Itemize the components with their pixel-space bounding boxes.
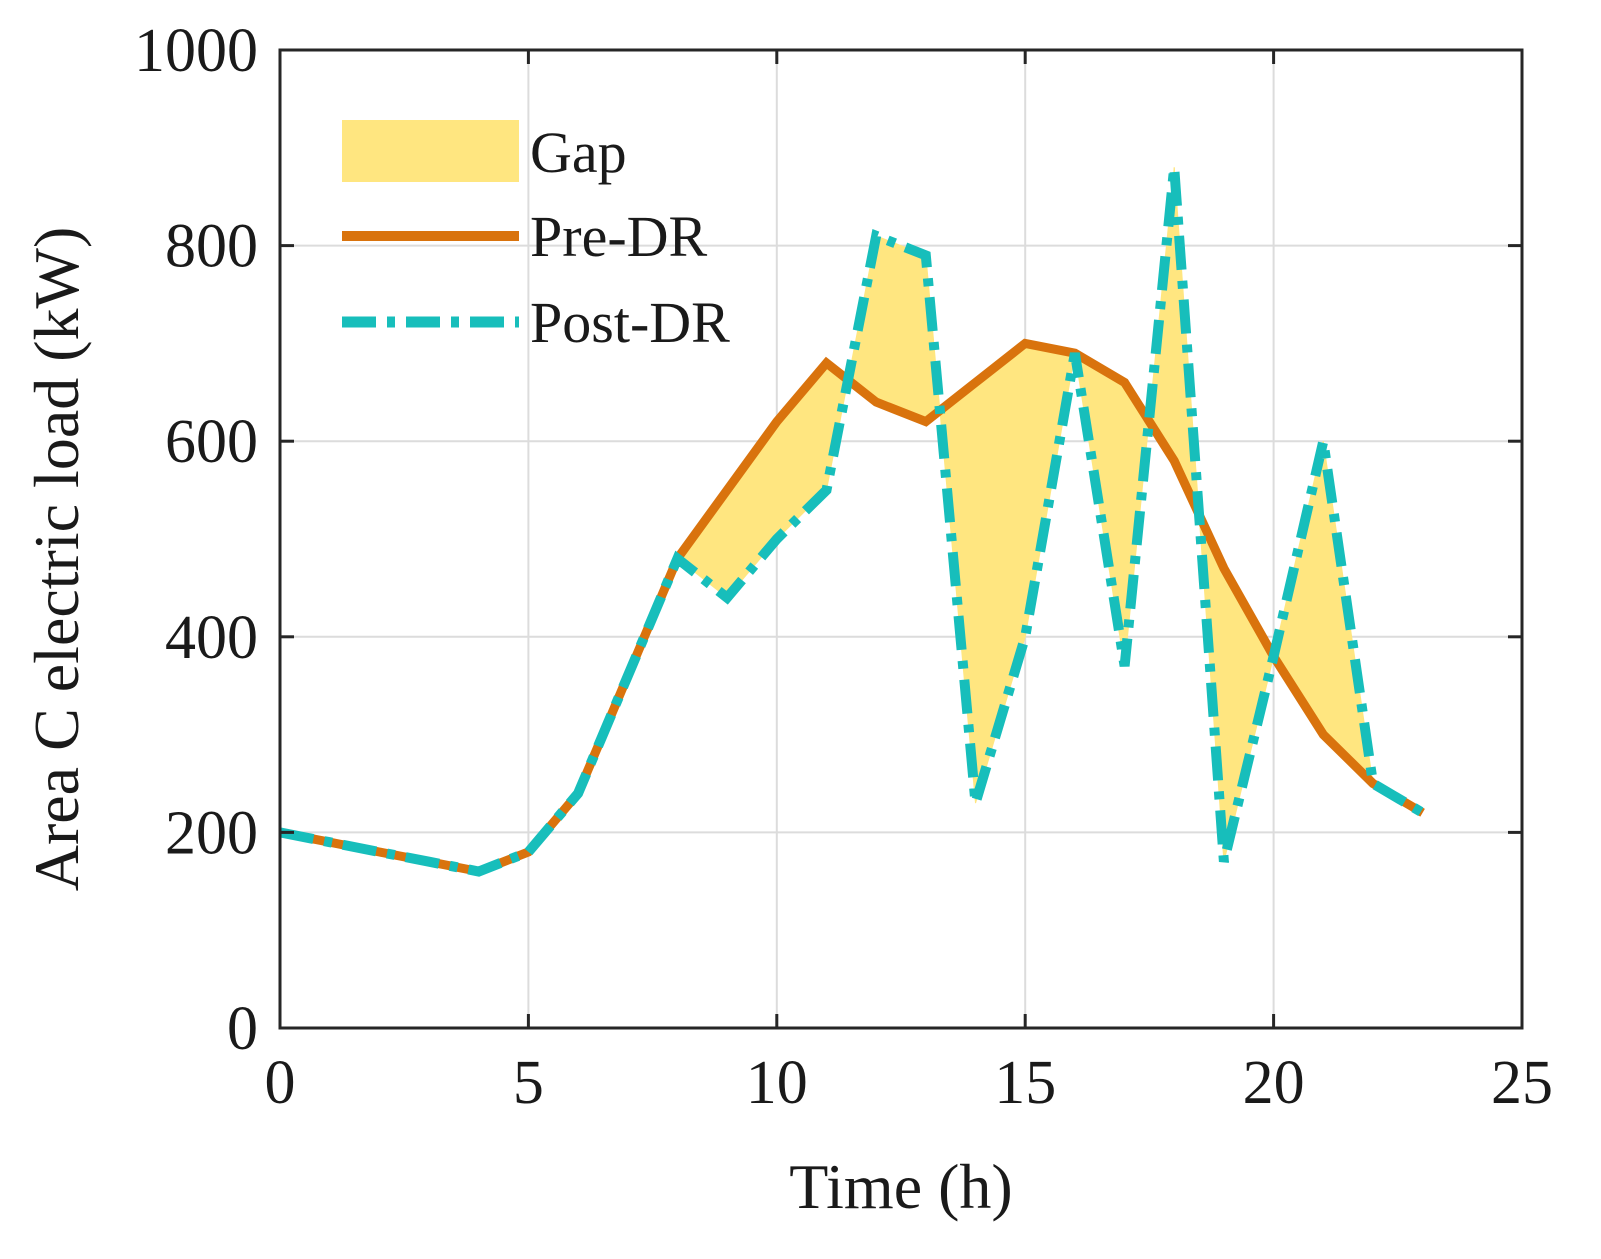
x-tick-label: 10 bbox=[746, 1049, 808, 1117]
legend-pre-dr-label: Pre-DR bbox=[530, 204, 708, 269]
plot-frame bbox=[278, 48, 1524, 1030]
legend-post-dr-label: Post-DR bbox=[530, 290, 730, 355]
y-tick-label: 1000 bbox=[134, 17, 258, 85]
x-tick-label: 20 bbox=[1243, 1049, 1305, 1117]
y-tick-label: 600 bbox=[165, 408, 258, 476]
series-line-pre-dr bbox=[279, 338, 1425, 877]
y-tick-labels: 0 200 400 600 800 1000 bbox=[134, 17, 258, 1063]
grid-lines bbox=[280, 50, 1522, 1028]
y-tick-label: 0 bbox=[227, 995, 258, 1063]
y-tick-label: 400 bbox=[165, 604, 258, 672]
y-tick-label: 200 bbox=[165, 799, 258, 867]
series-lines bbox=[279, 166, 1426, 877]
legend-gap-swatch bbox=[342, 120, 519, 182]
x-tick-label: 0 bbox=[265, 1049, 296, 1117]
x-tick-label: 25 bbox=[1491, 1049, 1553, 1117]
legend-gap-label: Gap bbox=[530, 120, 627, 185]
x-tick-label: 15 bbox=[994, 1049, 1056, 1117]
axis-ticks bbox=[278, 48, 1524, 1030]
y-tick-label: 800 bbox=[165, 213, 258, 281]
x-tick-labels: 0 5 10 15 20 25 bbox=[265, 1049, 1554, 1117]
x-tick-label: 5 bbox=[513, 1049, 544, 1117]
x-axis-label: Time (h) bbox=[789, 1151, 1012, 1222]
series-line-post-dr bbox=[279, 166, 1426, 877]
gap-fill-segment bbox=[925, 255, 977, 804]
legend: Gap Pre-DR Post-DR bbox=[342, 120, 730, 355]
y-axis-label: Area C electric load (kW) bbox=[21, 227, 92, 892]
gap-fill-segment bbox=[875, 235, 927, 423]
